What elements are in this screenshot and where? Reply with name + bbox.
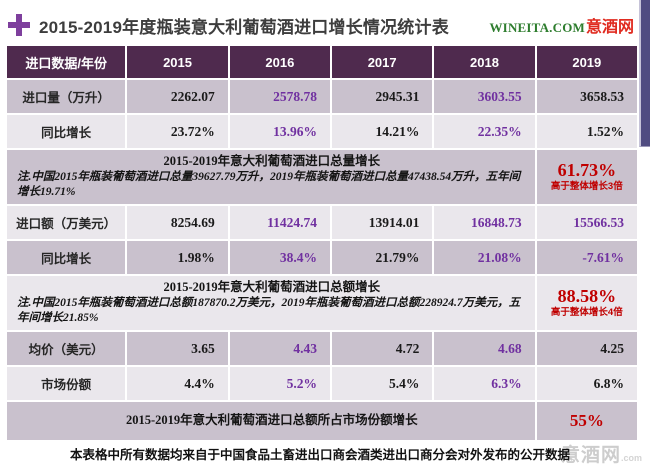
table-row-market-share-growth: 2015-2019年意大利葡萄酒进口总额所占市场份额增长 55%: [7, 402, 637, 440]
table-cell: 5.2%: [229, 367, 330, 400]
table-row-average-price: 均价（美元） 3.65 4.43 4.72 4.68 4.25: [7, 332, 637, 365]
growth-badge-cell: 55%: [536, 402, 637, 440]
table-cell: 15566.53: [536, 206, 637, 239]
growth-badge-cell: 88.58% 高于整体增长4倍: [536, 276, 637, 330]
table-cell: 13914.01: [332, 206, 433, 239]
table-cell: 23.72%: [127, 115, 228, 148]
table-cell: 6.3%: [434, 367, 535, 400]
table-header-row: 进口数据/年份 2015 2016 2017 2018 2019: [7, 46, 637, 78]
table-cell: 14.21%: [332, 115, 433, 148]
row-label: 同比增长: [7, 115, 126, 148]
scrollbar-thumb[interactable]: [639, 0, 650, 147]
plus-icon: [8, 14, 30, 36]
table-cell: 21.79%: [332, 241, 433, 274]
table-cell: 3658.53: [536, 80, 637, 113]
table-row-volume-yoy: 同比增长 23.72% 13.96% 14.21% 22.35% 1.52%: [7, 115, 637, 148]
table-cell: 2262.07: [127, 80, 228, 113]
row-label: 均价（美元）: [7, 332, 126, 365]
title-bar: 2015-2019年度瓶装意大利葡萄酒进口增长情况统计表 WINEITA.COM…: [8, 8, 634, 42]
page-title: 2015-2019年度瓶装意大利葡萄酒进口增长情况统计表: [39, 17, 449, 37]
table-cell: 21.08%: [434, 241, 535, 274]
table-cell: 3603.55: [434, 80, 535, 113]
table-row-volume-growth-note: 2015-2019年意大利葡萄酒进口总量增长 注.中国2015年瓶装葡萄酒进口总…: [7, 150, 637, 204]
growth-caption: 高于整体增长3倍: [550, 181, 623, 193]
table-row-import-volume: 进口量（万升） 2262.07 2578.78 2945.31 3603.55 …: [7, 80, 637, 113]
merged-row-title: 2015-2019年意大利葡萄酒进口总额所占市场份额增长: [125, 413, 418, 428]
merged-row-note: 注.中国2015年瓶装葡萄酒进口总额187870.2万美元，2019年瓶装葡萄酒…: [17, 296, 521, 324]
row-label: 同比增长: [7, 241, 126, 274]
merged-row-title: 2015-2019年意大利葡萄酒进口总额增长: [163, 280, 381, 295]
header-cell-2015: 2015: [127, 46, 228, 78]
logo-text-en: WINEITA.COM: [489, 20, 585, 35]
header-cell-2016: 2016: [229, 46, 330, 78]
table-cell: 38.4%: [229, 241, 330, 274]
table-cell: 3.65: [127, 332, 228, 365]
table-row-value-yoy: 同比增长 1.98% 38.4% 21.79% 21.08% -7.61%: [7, 241, 637, 274]
table-row-import-value: 进口额（万美元） 8254.69 11424.74 13914.01 16848…: [7, 206, 637, 239]
table-cell: 1.52%: [536, 115, 637, 148]
table-cell: 22.35%: [434, 115, 535, 148]
table-cell: 1.98%: [127, 241, 228, 274]
table-cell: 2945.31: [332, 80, 433, 113]
row-label: 进口额（万美元）: [7, 206, 126, 239]
table-row-market-share: 市场份额 4.4% 5.2% 5.4% 6.3% 6.8%: [7, 367, 637, 400]
watermark-logo: 意酒网.com: [560, 445, 642, 466]
table-cell: -7.61%: [536, 241, 637, 274]
table-cell: 4.4%: [127, 367, 228, 400]
logo-text-cn: 意酒网: [585, 19, 634, 36]
wineita-logo: WINEITA.COM 意酒网: [489, 13, 634, 37]
header-cell-2019: 2019: [536, 46, 637, 78]
source-note: 本表格中所有数据均来自于中国食品土畜进出口商会酒类进出口商分会对外发布的公开数据: [69, 448, 570, 462]
table-cell: 4.25: [536, 332, 637, 365]
growth-badge-cell: 61.73% 高于整体增长3倍: [536, 150, 637, 204]
table-cell: 13.96%: [229, 115, 330, 148]
merged-row-note: 注.中国2015年瓶装葡萄酒进口总量39627.79万升，2019年瓶装葡萄酒进…: [17, 170, 521, 198]
table-cell: 11424.74: [229, 206, 330, 239]
header-cell-2017: 2017: [332, 46, 433, 78]
growth-value: 55%: [569, 410, 604, 430]
merged-row-title: 2015-2019年意大利葡萄酒进口总量增长: [163, 154, 381, 169]
table-cell: 8254.69: [127, 206, 228, 239]
row-label: 进口量（万升）: [7, 80, 126, 113]
header-cell-2018: 2018: [434, 46, 535, 78]
growth-value: 88.58%: [557, 286, 617, 307]
table-cell: 4.68: [434, 332, 535, 365]
header-cell-label: 进口数据/年份: [7, 46, 126, 78]
growth-value: 61.73%: [557, 160, 617, 181]
growth-caption: 高于整体增长4倍: [550, 307, 623, 319]
stats-table: 进口数据/年份 2015 2016 2017 2018 2019 进口量（万升）…: [5, 44, 639, 442]
table-cell: 16848.73: [434, 206, 535, 239]
table-cell: 2578.78: [229, 80, 330, 113]
table-cell: 4.72: [332, 332, 433, 365]
row-label: 市场份额: [7, 367, 126, 400]
table-cell: 6.8%: [536, 367, 637, 400]
table-row-value-growth-note: 2015-2019年意大利葡萄酒进口总额增长 注.中国2015年瓶装葡萄酒进口总…: [7, 276, 637, 330]
table-cell: 4.43: [229, 332, 330, 365]
table-cell: 5.4%: [332, 367, 433, 400]
